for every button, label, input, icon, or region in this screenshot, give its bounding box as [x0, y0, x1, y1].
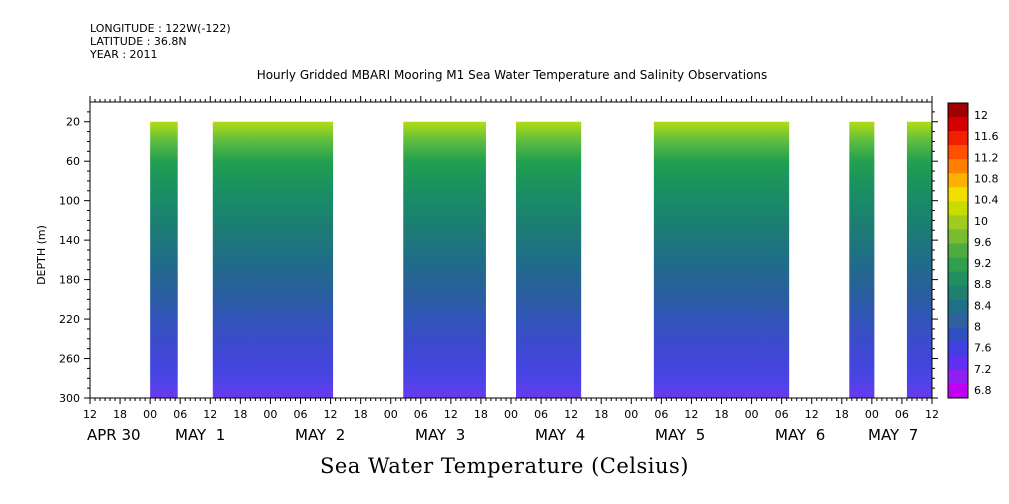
colorbar-band: [948, 229, 968, 244]
observation-block: [516, 121, 582, 398]
colorbar-band: [948, 243, 968, 259]
x-tick-label: 00: [143, 408, 157, 421]
x-tick-label: 18: [715, 408, 729, 421]
colorbar-level-label: 7.2: [974, 363, 992, 376]
colorbar-level-label: 11.6: [974, 130, 999, 143]
colorbar-band: [948, 271, 968, 287]
observation-block: [906, 121, 932, 398]
x-tick-label: 06: [534, 408, 548, 421]
y-tick-label: 140: [59, 234, 80, 247]
colorbar-level-label: 7.6: [974, 342, 992, 355]
year-label: YEAR : 2011: [90, 48, 158, 61]
x-tick-label: 12: [564, 408, 578, 421]
x-tick-label: 18: [113, 408, 127, 421]
x-tick-label: 00: [263, 408, 277, 421]
x-day-label: MAY 6: [775, 426, 825, 444]
y-tick-label: 20: [66, 116, 80, 129]
y-tick-label: 300: [59, 392, 80, 405]
y-tick-label: 220: [59, 313, 80, 326]
observation-block: [403, 121, 486, 398]
colorbar: 12 11.6 11.2 10.8 10.4 10 9.6 9.2 8.8 8.4 8 7.6 7.2 6…: [947, 102, 999, 399]
x-tick-label: 18: [474, 408, 488, 421]
x-day-label: MAY 2: [295, 426, 345, 444]
x-tick-label: 06: [414, 408, 428, 421]
x-tick-label: 12: [83, 408, 97, 421]
observation-block: [653, 121, 790, 398]
colorbar-level-label: 12: [974, 109, 988, 122]
x-day-label: MAY 7: [868, 426, 918, 444]
colorbar-band: [948, 327, 968, 343]
colorbar-band: [948, 117, 968, 132]
y-axis-label: DEPTH (m): [35, 225, 48, 285]
x-tick-label: 00: [624, 408, 638, 421]
colorbar-band: [948, 341, 968, 357]
chart-title: Hourly Gridded MBARI Mooring M1 Sea Wate…: [256, 68, 768, 82]
x-tick-label: 06: [775, 408, 789, 421]
colorbar-band: [948, 215, 968, 230]
x-tick-label: 12: [805, 408, 819, 421]
colorbar-level-label: 9.6: [974, 236, 992, 249]
observation-block: [849, 121, 875, 398]
colorbar-frame: [947, 102, 969, 399]
plot-layer: [150, 121, 932, 398]
colorbar-level-label: 8.4: [974, 299, 992, 312]
x-tick-label: 12: [324, 408, 338, 421]
x-tick-label: 06: [294, 408, 308, 421]
x-tick-label: 12: [444, 408, 458, 421]
colorbar-band: [948, 159, 968, 174]
x-tick-label: 00: [865, 408, 879, 421]
colorbar-band: [948, 383, 968, 399]
x-tick-label: 18: [594, 408, 608, 421]
colorbar-level-label: 8.8: [974, 278, 992, 291]
y-tick-label: 60: [66, 155, 80, 168]
metadata-block: LONGITUDE : 122W(-122) LATITUDE : 36.8N …: [90, 22, 231, 61]
variable-caption: Sea Water Temperature (Celsius): [319, 454, 689, 478]
observation-block: [150, 121, 178, 398]
colorbar-band: [948, 201, 968, 216]
colorbar-level-label: 10.4: [974, 194, 999, 207]
colorbar-level-label: 8: [974, 321, 981, 334]
x-tick-label: 06: [173, 408, 187, 421]
x-tick-label: 06: [895, 408, 909, 421]
x-tick-label: 00: [745, 408, 759, 421]
colorbar-level-label: 11.2: [974, 151, 999, 164]
colorbar-band: [948, 299, 968, 315]
x-tick-label: 06: [654, 408, 668, 421]
y-tick-label: 180: [59, 274, 80, 287]
x-day-label: MAY 3: [415, 426, 465, 444]
colorbar-level-label: 10.8: [974, 172, 999, 185]
colorbar-band: [948, 257, 968, 273]
x-day-label: APR 30: [87, 426, 141, 444]
latitude-label: LATITUDE : 36.8N: [90, 35, 187, 48]
colorbar-band: [948, 145, 968, 160]
x-day-label: MAY 4: [535, 426, 585, 444]
colorbar-band: [948, 313, 968, 329]
x-day-label: MAY 1: [175, 426, 225, 444]
x-tick-label: 00: [504, 408, 518, 421]
x-day-label: MAY 5: [655, 426, 705, 444]
x-tick-label: 00: [384, 408, 398, 421]
axes-layer: 12 18 00 06 12 18 00 06 12 18 00 06 12 18 00 06 12 18 00 06…: [35, 96, 939, 444]
observation-block: [212, 121, 334, 398]
colorbar-level-label: 6.8: [974, 384, 992, 397]
longitude-label: LONGITUDE : 122W(-122): [90, 22, 231, 35]
colorbar-band: [948, 187, 968, 202]
x-tick-label: 12: [203, 408, 217, 421]
colorbar-level-label: 10: [974, 215, 988, 228]
x-tick-label: 18: [233, 408, 247, 421]
colorbar-band: [948, 131, 968, 146]
colorbar-level-label: 9.2: [974, 257, 992, 270]
colorbar-band: [948, 355, 968, 371]
x-tick-label: 18: [354, 408, 368, 421]
x-tick-label: 12: [925, 408, 939, 421]
y-tick-label: 260: [59, 353, 80, 366]
colorbar-band: [948, 103, 968, 118]
colorbar-band: [948, 285, 968, 301]
colorbar-band: [948, 173, 968, 188]
x-tick-label: 12: [684, 408, 698, 421]
y-tick-label: 100: [59, 195, 80, 208]
colorbar-band: [948, 369, 968, 385]
x-tick-label: 18: [835, 408, 849, 421]
